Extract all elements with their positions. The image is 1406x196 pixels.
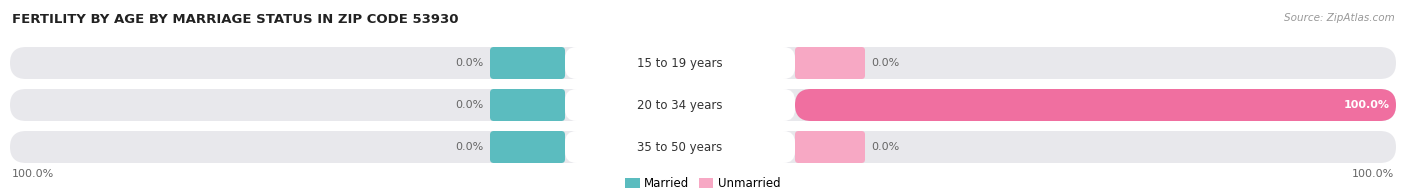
FancyBboxPatch shape (491, 47, 565, 79)
FancyBboxPatch shape (794, 131, 865, 163)
FancyBboxPatch shape (565, 47, 794, 79)
Text: Source: ZipAtlas.com: Source: ZipAtlas.com (1284, 13, 1395, 23)
FancyBboxPatch shape (794, 89, 1396, 121)
FancyBboxPatch shape (565, 89, 794, 121)
Text: 100.0%: 100.0% (13, 169, 55, 179)
Text: 100.0%: 100.0% (1351, 169, 1393, 179)
Text: 0.0%: 0.0% (870, 58, 900, 68)
Text: 0.0%: 0.0% (456, 58, 484, 68)
FancyBboxPatch shape (10, 47, 1396, 79)
Text: 100.0%: 100.0% (1344, 100, 1391, 110)
FancyBboxPatch shape (10, 89, 1396, 121)
FancyBboxPatch shape (491, 89, 565, 121)
Text: 20 to 34 years: 20 to 34 years (637, 99, 723, 112)
FancyBboxPatch shape (491, 131, 565, 163)
Legend: Married, Unmarried: Married, Unmarried (626, 177, 780, 190)
Text: 35 to 50 years: 35 to 50 years (637, 141, 723, 153)
Text: 0.0%: 0.0% (456, 100, 484, 110)
FancyBboxPatch shape (10, 131, 1396, 163)
Text: 0.0%: 0.0% (456, 142, 484, 152)
FancyBboxPatch shape (794, 47, 865, 79)
Text: 0.0%: 0.0% (870, 142, 900, 152)
Text: 15 to 19 years: 15 to 19 years (637, 56, 723, 70)
Text: FERTILITY BY AGE BY MARRIAGE STATUS IN ZIP CODE 53930: FERTILITY BY AGE BY MARRIAGE STATUS IN Z… (13, 13, 458, 26)
FancyBboxPatch shape (565, 131, 794, 163)
